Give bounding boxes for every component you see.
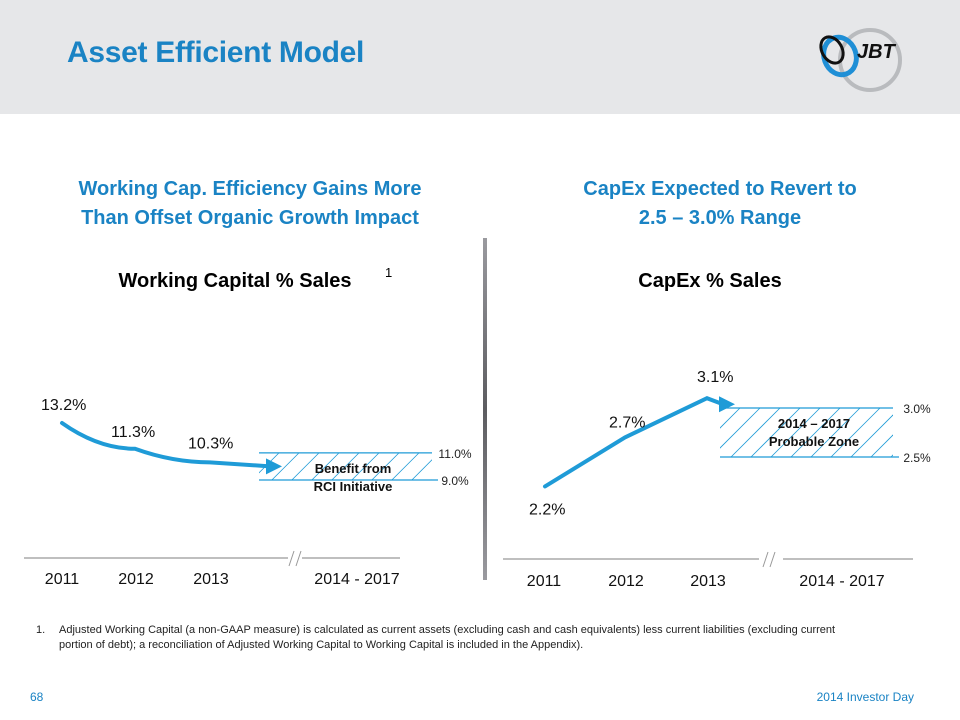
left-chart-title: Working Capital % Sales <box>118 270 352 292</box>
jbt-logo: JBT <box>819 28 902 92</box>
zone-hatching <box>259 452 432 481</box>
hatch-line <box>291 452 320 481</box>
x-tick-label: 2013 <box>690 573 726 590</box>
footnote-marker: 1 <box>385 265 393 280</box>
event-name: 2014 Investor Day <box>816 690 914 704</box>
x-tick-label: 2012 <box>608 573 644 590</box>
right-subheading-line1: CapEx Expected to Revert to <box>583 178 857 200</box>
zone-label-line2: Probable Zone <box>769 434 859 449</box>
zone-label-line2: RCI Initiative <box>314 479 393 494</box>
left-subheading-line2: Than Offset Organic Growth Impact <box>81 207 419 229</box>
page-number: 68 <box>30 690 44 704</box>
hatch-line <box>720 408 741 429</box>
logo-black-ring <box>819 35 845 65</box>
hatch-line <box>331 452 360 481</box>
hatch-line <box>311 452 340 481</box>
footnote-number: 1. <box>36 624 46 636</box>
left-subheading-line1: Working Cap. Efficiency Gains More <box>78 178 422 200</box>
x-tick-label: 2011 <box>527 573 562 590</box>
data-label: 3.1% <box>697 369 733 386</box>
x-tick-label: 2011 <box>45 571 80 588</box>
hatch-line <box>720 408 761 449</box>
data-label: 13.2% <box>41 397 86 414</box>
hatch-line <box>391 452 420 481</box>
panel-divider <box>483 238 487 580</box>
right-chart-title: CapEx % Sales <box>638 270 782 292</box>
zone-hatching <box>720 408 960 457</box>
data-label: 10.3% <box>188 435 233 452</box>
x-tick-label: 2013 <box>193 571 229 588</box>
hatch-line <box>750 408 801 457</box>
header-band <box>0 0 960 114</box>
zone-low-label: 2.5% <box>903 451 931 465</box>
hatch-line <box>351 452 380 481</box>
zone-label-line1: 2014 – 2017 <box>778 416 850 431</box>
hatch-line <box>830 408 881 457</box>
axis-break-mark <box>762 551 769 568</box>
data-label: 2.2% <box>529 501 565 518</box>
hatch-line <box>810 408 861 457</box>
series-arrowhead <box>719 396 735 413</box>
data-label: 11.3% <box>111 424 155 441</box>
logo-text: JBT <box>857 41 897 63</box>
x-tick-label: 2014 - 2017 <box>799 573 885 590</box>
series-line <box>543 396 725 489</box>
axis-break-mark <box>288 550 295 567</box>
series-arrowhead <box>266 458 282 475</box>
hatch-line <box>730 408 781 457</box>
zone-high-label: 11.0% <box>438 447 471 461</box>
axis-break-mark <box>769 551 776 568</box>
hatch-line <box>931 408 960 457</box>
hatch-line <box>411 459 432 481</box>
x-tick-label: 2014 - 2017 <box>314 571 400 588</box>
hatch-line <box>371 452 400 481</box>
hatch-line <box>720 408 721 409</box>
left-subheading: Working Cap. Efficiency Gains More Than … <box>20 175 480 233</box>
x-tick-label: 2012 <box>118 571 154 588</box>
zone-high-label: 3.0% <box>903 402 931 416</box>
right-subheading-line2: 2.5 – 3.0% Range <box>638 207 802 229</box>
zone-label-line1: Benefit from <box>315 461 392 476</box>
right-subheading: CapEx Expected to Revert to 2.5 – 3.0% R… <box>490 175 950 233</box>
data-label: 2.7% <box>609 414 645 431</box>
hatch-line <box>870 434 893 457</box>
hatch-line <box>271 452 300 481</box>
hatch-line <box>770 408 821 457</box>
hatch-line <box>850 414 893 457</box>
axis-break-mark <box>295 550 302 567</box>
zone-low-label: 9.0% <box>441 474 469 488</box>
series-line <box>60 421 272 469</box>
hatch-line <box>790 408 841 457</box>
page-title: Asset Efficient Model <box>67 36 365 69</box>
footnote: 1. Adjusted Working Capital (a non-GAAP … <box>36 623 866 653</box>
footnote-text: Adjusted Working Capital (a non-GAAP mea… <box>59 624 836 651</box>
